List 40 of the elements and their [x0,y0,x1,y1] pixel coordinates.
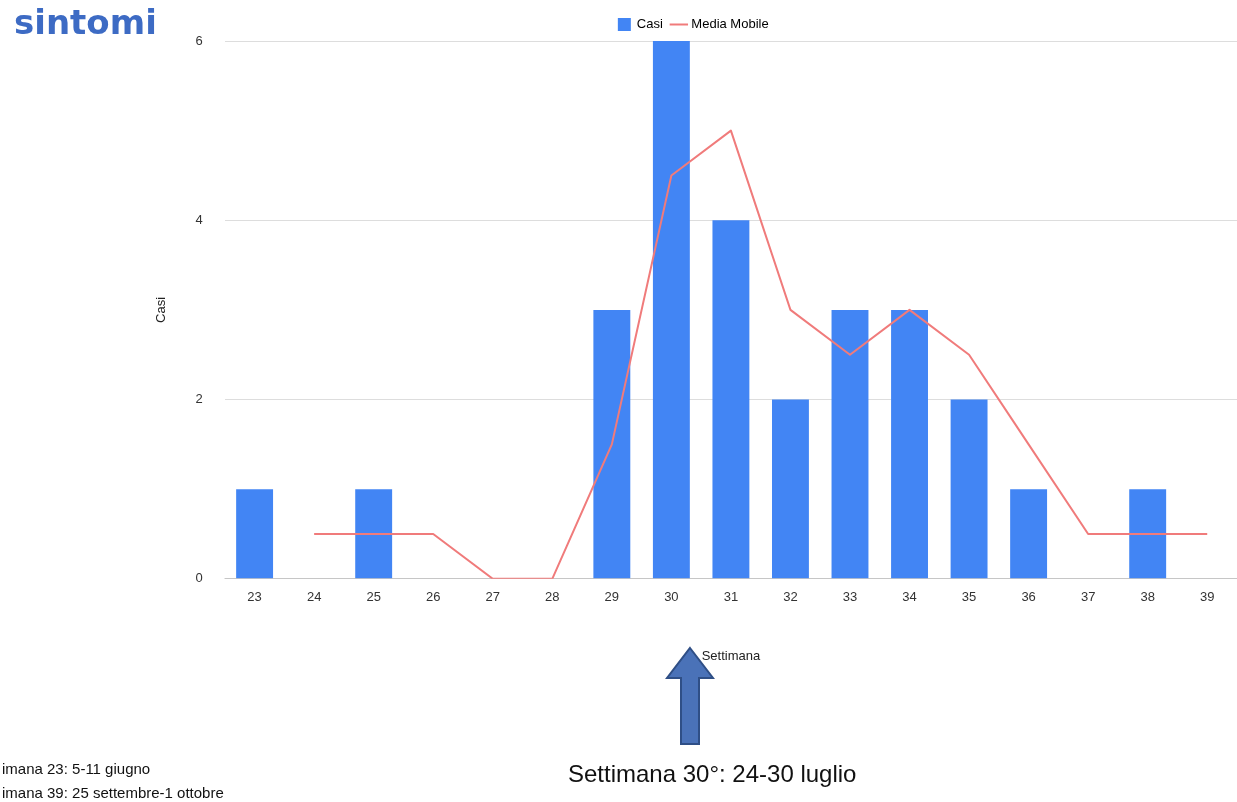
bar [236,489,274,579]
x-tick-label: 30 [664,589,679,605]
x-tick-label: 29 [604,589,620,605]
x-tick-label: 39 [1200,589,1215,605]
chart-title: sintomi [14,2,157,42]
legend-label: Media Mobile [691,16,769,32]
y-tick-label: 2 [195,391,203,407]
bar [772,399,809,579]
text: imana 23: 5-11 giugno [2,760,151,777]
bar [1010,489,1048,579]
x-tick-label: 26 [425,589,441,605]
bar [593,309,631,579]
text: Settimana 30°: 24-30 luglio [568,760,857,788]
x-tick-label: 25 [366,589,381,605]
x-axis-title: Settimana [701,647,761,663]
x-tick-label: 28 [545,589,560,605]
y-tick-label: 6 [195,32,203,48]
bar [355,489,393,579]
bar [950,399,988,579]
x-tick-label: 36 [1021,589,1036,605]
x-tick-label: 38 [1140,589,1155,605]
bar [1129,489,1167,579]
y-tick-label: 0 [195,570,203,586]
x-tick-label: 27 [485,589,500,605]
y-tick-label: 4 [195,211,203,227]
y-axis-title: Casi [153,296,169,323]
legend-label: Casi [636,16,663,32]
x-tick-label: 31 [723,589,739,605]
bar [652,41,690,579]
text: imana 39: 25 settembre-1 ottobre [2,784,224,801]
x-tick-label: 32 [783,589,798,605]
x-tick-label: 24 [306,589,322,605]
bar [891,309,928,579]
bar [831,309,869,579]
x-tick-label: 35 [961,589,977,605]
x-tick-label: 37 [1080,589,1096,605]
bar [712,220,750,579]
x-tick-label: 23 [247,589,262,605]
x-tick-label: 34 [902,589,917,605]
x-tick-label: 33 [842,589,858,605]
